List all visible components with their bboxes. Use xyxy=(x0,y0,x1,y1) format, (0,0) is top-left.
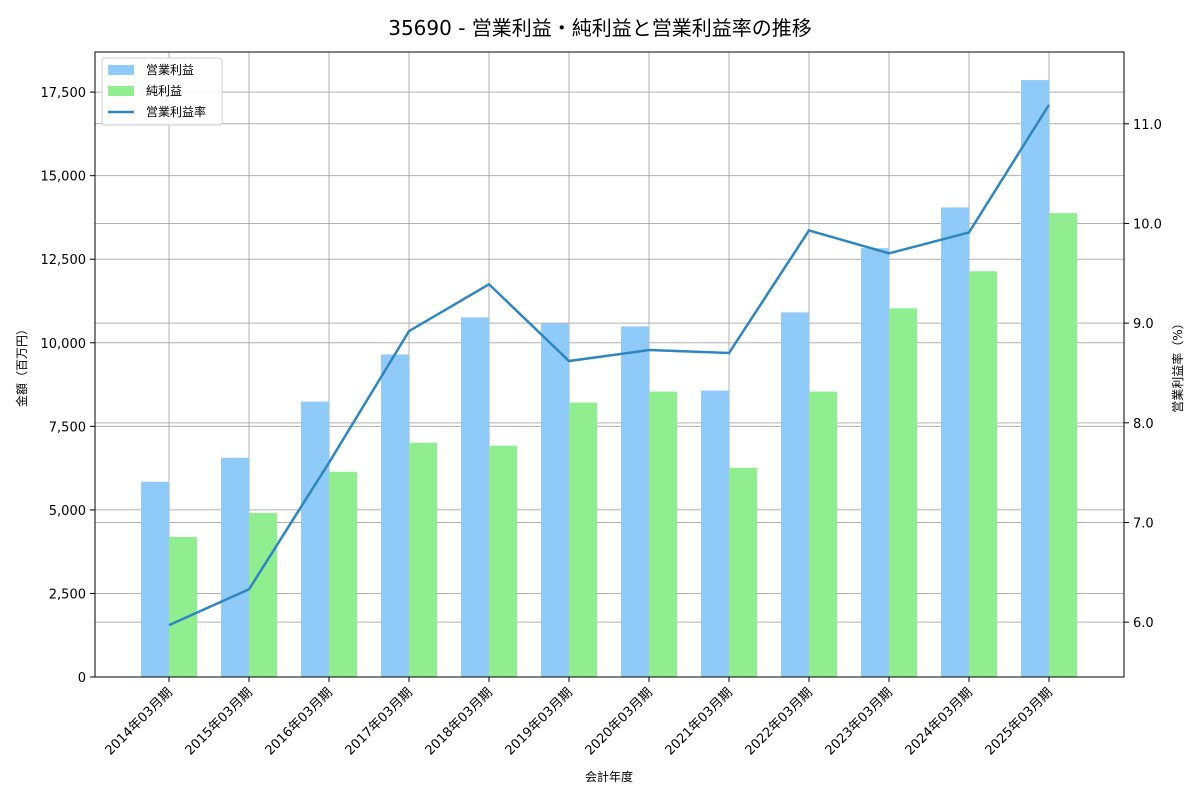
bar-net-profit xyxy=(649,391,677,677)
bar-net-profit xyxy=(1049,213,1077,677)
bar-net-profit xyxy=(489,445,517,677)
bar-operating-profit xyxy=(381,354,409,677)
y-tick-label: 2,500 xyxy=(49,587,86,602)
y-tick-label: 7,500 xyxy=(49,420,86,435)
y2-tick-label: 6.0 xyxy=(1133,616,1154,631)
x-tick-label: 2016年03月期 xyxy=(263,685,336,758)
right-y-axis: 6.0 7.0 8.0 9.0 10.0 11.0 xyxy=(1124,118,1162,631)
x-axis-label: 会計年度 xyxy=(585,769,633,784)
bar-net-profit xyxy=(409,442,437,677)
bar-series xyxy=(141,80,1077,678)
x-tick-label: 2014年03月期 xyxy=(103,685,176,758)
bar-operating-profit xyxy=(941,207,969,678)
y-tick-label: 0 xyxy=(78,671,86,686)
x-tick-label: 2021年03月期 xyxy=(663,685,736,758)
bar-operating-profit xyxy=(461,317,489,677)
y2-tick-label: 9.0 xyxy=(1133,317,1154,332)
legend-item-label: 純利益 xyxy=(146,84,182,98)
bar-operating-profit xyxy=(301,401,329,677)
bar-net-profit xyxy=(969,271,997,677)
bar-operating-profit xyxy=(541,323,569,677)
legend-item-label: 営業利益率 xyxy=(146,104,206,119)
bar-operating-profit xyxy=(1021,80,1049,677)
left-y-axis: 0 2,500 5,000 7,500 10,000 12,500 15,000 17,500 xyxy=(41,86,95,686)
x-tick-label: 2025年03月期 xyxy=(983,685,1056,758)
y-tick-label: 10,000 xyxy=(41,337,87,352)
bar-operating-profit xyxy=(861,248,889,678)
x-tick-label: 2024年03月期 xyxy=(903,685,976,758)
x-tick-label: 2019年03月期 xyxy=(503,685,576,758)
bar-operating-profit xyxy=(621,326,649,677)
x-axis: 2014年03月期 2015年03月期 2016年03月期 2017年03月期 2018… xyxy=(103,677,1056,759)
bar-net-profit xyxy=(889,308,917,677)
bar-operating-profit xyxy=(701,390,729,677)
x-tick-label: 2015年03月期 xyxy=(183,685,256,758)
bar-net-profit xyxy=(329,471,357,677)
y-tick-label: 17,500 xyxy=(41,86,87,101)
y2-tick-label: 10.0 xyxy=(1133,217,1162,232)
y2-tick-label: 7.0 xyxy=(1133,516,1154,531)
bar-net-profit xyxy=(569,402,597,677)
line-series-operating-margin xyxy=(168,104,1051,627)
legend-item-label: 営業利益 xyxy=(146,63,194,77)
y-tick-label: 15,000 xyxy=(41,170,87,185)
bar-net-profit xyxy=(169,536,197,677)
x-tick-label: 2022年03月期 xyxy=(743,685,816,758)
bar-operating-profit xyxy=(141,481,169,677)
bar-net-profit xyxy=(249,512,277,677)
bar-operating-profit xyxy=(781,312,809,677)
x-tick-label: 2018年03月期 xyxy=(423,685,496,758)
y2-tick-label: 11.0 xyxy=(1133,118,1162,133)
x-tick-label: 2017年03月期 xyxy=(343,685,416,758)
x-tick-label: 2020年03月期 xyxy=(583,685,656,758)
chart-title: 35690 - 営業利益・純利益と営業利益率の推移 xyxy=(388,16,812,40)
bar-net-profit xyxy=(729,467,757,677)
plot-frame xyxy=(94,51,1125,678)
bar-operating-profit xyxy=(221,457,249,677)
bar-net-profit xyxy=(809,391,837,677)
x-tick-label: 2023年03月期 xyxy=(823,685,896,758)
y-tick-label: 12,500 xyxy=(41,253,87,268)
y2-tick-label: 8.0 xyxy=(1133,417,1154,432)
y-tick-label: 5,000 xyxy=(49,504,86,519)
y-axis-label: 金額（百万円） xyxy=(14,323,29,407)
y2-axis-label: 営業利益率（%） xyxy=(1170,317,1185,412)
